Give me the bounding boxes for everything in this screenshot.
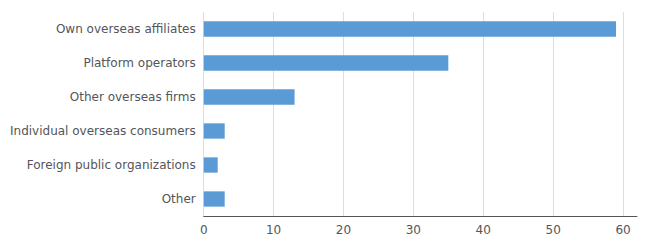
svg-text:50: 50 xyxy=(546,223,561,237)
svg-text:20: 20 xyxy=(336,223,351,237)
svg-text:Platform operators: Platform operators xyxy=(83,56,195,70)
svg-text:Own overseas affiliates: Own overseas affiliates xyxy=(56,22,196,36)
svg-text:Individual overseas consumers: Individual overseas consumers xyxy=(10,124,196,138)
svg-text:10: 10 xyxy=(266,223,281,237)
svg-text:Other overseas firms: Other overseas firms xyxy=(70,90,196,104)
svg-text:0: 0 xyxy=(200,223,208,237)
svg-text:60: 60 xyxy=(615,223,630,237)
svg-text:30: 30 xyxy=(406,223,421,237)
svg-text:Foreign public organizations: Foreign public organizations xyxy=(27,158,196,172)
svg-text:Other: Other xyxy=(162,192,196,206)
svg-text:40: 40 xyxy=(476,223,491,237)
